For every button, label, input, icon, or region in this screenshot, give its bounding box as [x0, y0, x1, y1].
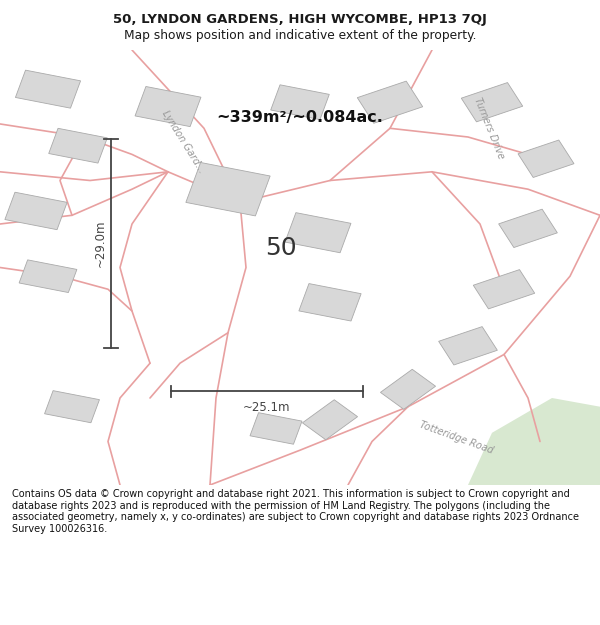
Bar — [285, 213, 351, 253]
Bar — [271, 85, 329, 119]
Text: Map shows position and indicative extent of the property.: Map shows position and indicative extent… — [124, 29, 476, 42]
Bar — [250, 412, 302, 444]
Bar — [135, 86, 201, 127]
Text: Lyndon Gard…: Lyndon Gard… — [160, 108, 206, 174]
Bar — [49, 128, 107, 163]
Bar — [380, 369, 436, 409]
Bar — [357, 81, 423, 123]
Bar — [439, 327, 497, 365]
Text: Turners Drive: Turners Drive — [472, 96, 506, 161]
Bar — [44, 391, 100, 422]
Text: Contains OS data © Crown copyright and database right 2021. This information is : Contains OS data © Crown copyright and d… — [12, 489, 579, 534]
Bar — [19, 260, 77, 292]
Bar — [518, 140, 574, 177]
Text: Totteridge Road: Totteridge Road — [418, 419, 494, 455]
Text: ~339m²/~0.084ac.: ~339m²/~0.084ac. — [216, 110, 383, 125]
Text: ~29.0m: ~29.0m — [94, 220, 107, 268]
Bar — [302, 400, 358, 440]
Bar — [461, 82, 523, 122]
Polygon shape — [468, 398, 600, 485]
Bar — [186, 162, 270, 216]
Bar — [5, 192, 67, 229]
Text: 50: 50 — [265, 236, 296, 260]
Bar — [299, 284, 361, 321]
Text: ~25.1m: ~25.1m — [243, 401, 291, 414]
Text: 50, LYNDON GARDENS, HIGH WYCOMBE, HP13 7QJ: 50, LYNDON GARDENS, HIGH WYCOMBE, HP13 7… — [113, 12, 487, 26]
Bar — [473, 269, 535, 309]
Bar — [16, 70, 80, 108]
Bar — [499, 209, 557, 248]
